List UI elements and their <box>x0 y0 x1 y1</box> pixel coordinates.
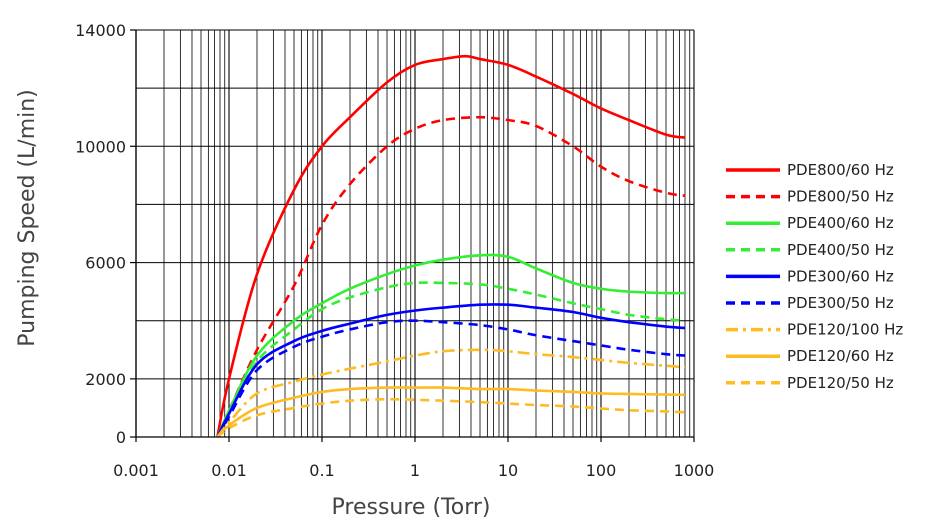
x-tick-label: 1 <box>410 461 420 480</box>
legend-item: PDE120/60 Hz <box>726 347 894 365</box>
x-axis-title: Pressure (Torr) <box>332 495 491 520</box>
legend-item: PDE120/50 Hz <box>726 374 894 392</box>
x-tick-label: 0.1 <box>309 461 334 480</box>
legend-item: PDE300/50 Hz <box>726 294 894 312</box>
legend-item: PDE400/60 Hz <box>726 214 894 232</box>
legend-label: PDE400/50 Hz <box>787 241 894 259</box>
legend-label: PDE120/60 Hz <box>787 347 894 365</box>
legend: PDE800/60 Hz PDE800/50 Hz PDE400/60 Hz PDE4… <box>726 161 903 392</box>
series-line-5 <box>216 319 686 438</box>
y-tick-label: 10000 <box>75 137 126 156</box>
tick-labels: 0.001 0.01 0.1 1 10 100 1000020006000100001400… <box>75 21 714 480</box>
series-line-2 <box>216 253 685 438</box>
axes <box>130 29 695 442</box>
legend-label: PDE300/60 Hz <box>787 267 894 285</box>
legend-item: PDE300/60 Hz <box>726 267 894 285</box>
x-tick-label: 10 <box>498 461 518 480</box>
x-tick-label: 0.001 <box>113 461 159 480</box>
series-line-4 <box>216 303 686 438</box>
x-tick-label: 1000 <box>674 461 715 480</box>
y-tick-label: 2000 <box>85 370 126 389</box>
series-lines <box>216 54 686 439</box>
series-line-3 <box>216 281 686 438</box>
legend-label: PDE300/50 Hz <box>787 294 894 312</box>
legend-item: PDE120/100 Hz <box>726 321 903 339</box>
legend-item: PDE800/60 Hz <box>726 161 894 179</box>
x-tick-label: 0.01 <box>211 461 247 480</box>
series-line-0 <box>216 54 686 438</box>
grid <box>135 29 695 438</box>
legend-label: PDE400/60 Hz <box>787 214 894 232</box>
y-tick-label: 14000 <box>75 21 126 40</box>
legend-label: PDE800/50 Hz <box>787 188 894 206</box>
y-tick-label: 0 <box>116 428 126 447</box>
series-line-1 <box>216 115 686 438</box>
series-line-7 <box>216 386 686 438</box>
legend-label: PDE800/60 Hz <box>787 161 894 179</box>
series-line-6 <box>216 348 686 438</box>
y-axis-title: Pumping Speed (L/min) <box>15 89 40 347</box>
legend-label: PDE120/100 Hz <box>787 321 903 339</box>
series-line-8 <box>216 397 686 439</box>
legend-item: PDE800/50 Hz <box>726 188 894 206</box>
x-tick-label: 100 <box>586 461 617 480</box>
legend-item: PDE400/50 Hz <box>726 241 894 259</box>
y-tick-label: 6000 <box>85 254 126 273</box>
legend-label: PDE120/50 Hz <box>787 374 894 392</box>
